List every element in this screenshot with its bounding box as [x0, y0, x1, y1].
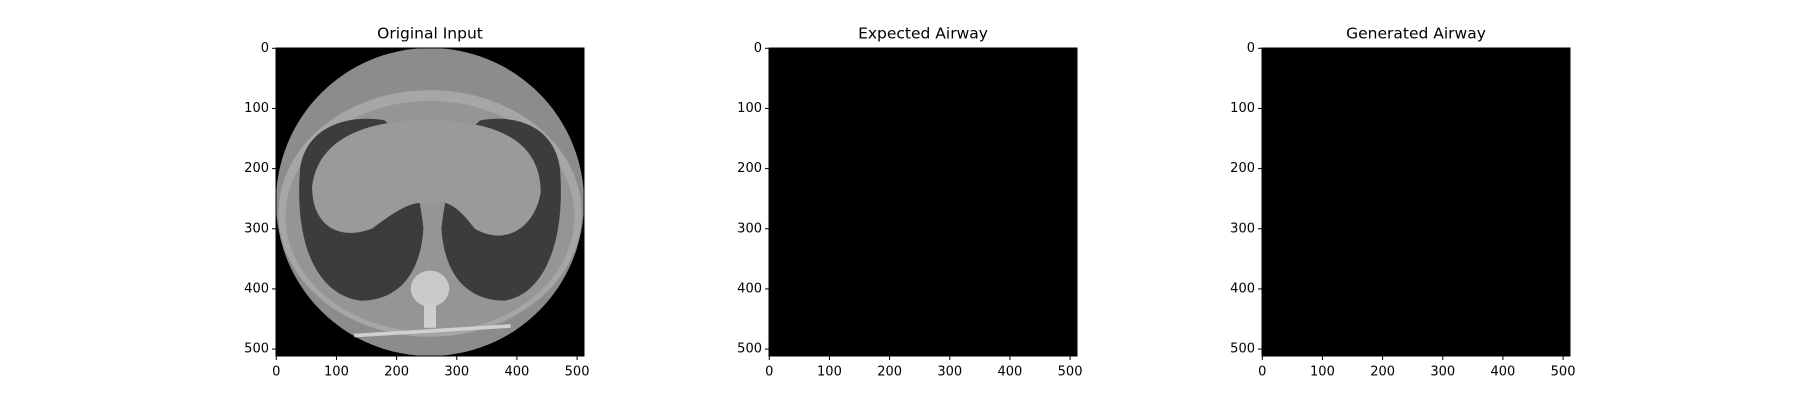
- y-tick-label: 400: [737, 281, 762, 296]
- y-tick-label: 500: [737, 342, 762, 357]
- x-tick-label: 200: [1370, 365, 1395, 380]
- mask-image: [769, 48, 1077, 356]
- y-tick-label: 300: [1230, 221, 1255, 236]
- x-tick-label: 500: [1551, 365, 1576, 380]
- panel-title: Expected Airway: [858, 25, 988, 43]
- y-tick-label: 100: [244, 101, 269, 116]
- axes-frame: [275, 47, 585, 357]
- x-tick-label: 100: [324, 365, 349, 380]
- y-tick-label: 100: [1230, 101, 1255, 116]
- x-tick-label: 200: [877, 365, 902, 380]
- mask-image: [1262, 48, 1570, 356]
- x-tick-label: 500: [1058, 365, 1083, 380]
- y-tick-label: 100: [737, 101, 762, 116]
- y-tick-label: 200: [244, 161, 269, 176]
- x-tick-label: 500: [565, 365, 590, 380]
- x-tick-label: 100: [1310, 365, 1335, 380]
- y-tick-label: 0: [1247, 41, 1255, 56]
- x-tick-label: 400: [1491, 365, 1516, 380]
- y-tick-label: 0: [261, 41, 269, 56]
- x-tick-label: 100: [817, 365, 842, 380]
- y-tick-label: 400: [1230, 281, 1255, 296]
- y-tick-label: 500: [1230, 342, 1255, 357]
- y-tick-label: 0: [754, 41, 762, 56]
- y-tick-label: 500: [244, 342, 269, 357]
- y-tick-label: 300: [737, 221, 762, 236]
- y-tick-label: 400: [244, 281, 269, 296]
- y-tick-label: 200: [737, 161, 762, 176]
- panel-title: Generated Airway: [1346, 25, 1486, 43]
- x-tick-label: 300: [937, 365, 962, 380]
- panel-title: Original Input: [377, 25, 483, 43]
- x-tick-label: 0: [272, 365, 280, 380]
- y-tick-label: 300: [244, 221, 269, 236]
- x-tick-label: 300: [444, 365, 469, 380]
- x-tick-label: 400: [505, 365, 530, 380]
- x-tick-label: 0: [765, 365, 773, 380]
- x-tick-label: 200: [384, 365, 409, 380]
- axes-frame: [1261, 47, 1571, 357]
- y-tick-label: 200: [1230, 161, 1255, 176]
- axes-frame: [768, 47, 1078, 357]
- x-tick-label: 300: [1430, 365, 1455, 380]
- x-tick-label: 400: [998, 365, 1023, 380]
- ct-image: [276, 48, 585, 357]
- x-tick-label: 0: [1258, 365, 1266, 380]
